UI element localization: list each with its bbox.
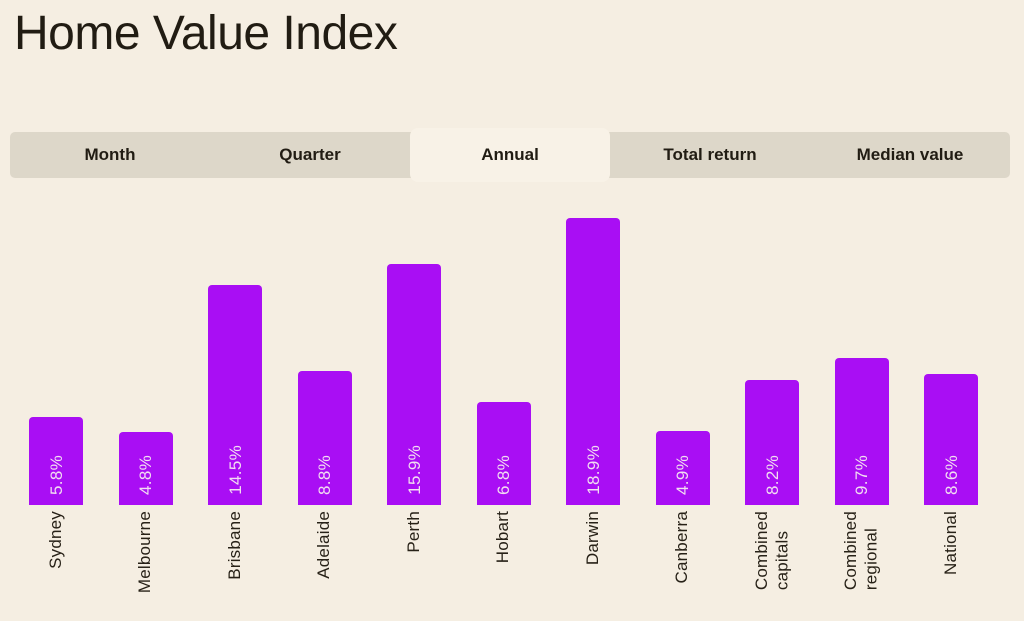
category-label: Darwin xyxy=(582,511,602,566)
tab-month[interactable]: Month xyxy=(10,132,210,178)
bar-value-label-wrap: 6.8% xyxy=(477,455,531,495)
bar-value-label: 8.2% xyxy=(762,455,782,495)
bar-value-label-wrap: 9.7% xyxy=(835,455,889,495)
bar-column: 14.5% xyxy=(208,285,262,505)
bar-value-label: 4.8% xyxy=(136,455,155,495)
category-label-cell: Adelaide xyxy=(298,511,352,621)
bar-value-label: 8.8% xyxy=(315,455,334,495)
bar-value-label: 18.9% xyxy=(583,445,603,495)
category-label-cell: Combined capitals xyxy=(745,511,799,621)
bar-value-label-wrap: 18.9% xyxy=(566,445,620,495)
category-label-cell: Hobart xyxy=(477,511,531,621)
tab-label: Month xyxy=(84,145,136,164)
category-label: Adelaide xyxy=(314,511,334,579)
tab-total-return[interactable]: Total return xyxy=(610,132,810,178)
tab-label: Total return xyxy=(663,145,757,164)
bar-value-label: 4.9% xyxy=(673,455,692,495)
bar: 15.9% xyxy=(387,264,441,505)
category-label: Combined regional xyxy=(841,511,881,591)
bar-chart: 5.8% 4.8% 14.5% 8.8% 15.9% 6.8% 18.9% 4.9% 8.2% 9… xyxy=(0,218,1024,621)
bar-column: 15.9% xyxy=(387,264,441,505)
bar-value-label-wrap: 8.2% xyxy=(745,455,799,495)
tab-label: Quarter xyxy=(279,145,341,164)
bar-column: 6.8% xyxy=(476,402,531,505)
bar: 8.8% xyxy=(297,371,352,505)
category-label-cell: Perth xyxy=(387,511,441,621)
bar-value-label-wrap: 8.6% xyxy=(924,455,978,495)
bar: 4.9% xyxy=(655,431,710,505)
page-title: Home Value Index xyxy=(14,7,398,60)
bar-column: 9.7% xyxy=(834,358,889,505)
category-label: Brisbane xyxy=(224,511,244,580)
bar: 5.8% xyxy=(29,417,83,505)
bar-value-label: 5.8% xyxy=(46,455,66,495)
category-label: Combined capitals xyxy=(751,511,791,591)
category-label: Melbourne xyxy=(135,511,155,594)
bar-value-label: 8.6% xyxy=(941,455,961,495)
bar-value-label-wrap: 15.9% xyxy=(387,445,441,495)
tab-label: Median value xyxy=(856,145,964,164)
category-label-cell: Darwin xyxy=(566,511,620,621)
category-label-cell: Combined regional xyxy=(835,511,889,621)
bar-value-label-wrap: 4.9% xyxy=(656,455,710,495)
bar-value-label-wrap: 8.8% xyxy=(298,455,352,495)
category-label: Hobart xyxy=(493,511,513,564)
tab-bar: Month Quarter Annual Total return Median val… xyxy=(10,128,1010,182)
category-label-cell: Canberra xyxy=(656,511,710,621)
bar-column: 8.6% xyxy=(924,374,978,505)
category-labels: Sydney Melbourne Brisbane Adelaide Perth Hoba… xyxy=(0,511,1024,621)
bar: 8.6% xyxy=(924,374,978,505)
bar-value-label-wrap: 5.8% xyxy=(29,455,83,495)
bar: 4.8% xyxy=(118,432,173,505)
bar-column: 5.8% xyxy=(29,417,83,505)
category-label-cell: Sydney xyxy=(29,511,83,621)
bar: 9.7% xyxy=(834,358,889,505)
bar-column: 8.8% xyxy=(297,371,352,505)
bar-value-label: 14.5% xyxy=(225,445,245,495)
bar: 6.8% xyxy=(476,402,531,505)
bar-value-label-wrap: 14.5% xyxy=(208,445,262,495)
category-label-cell: Brisbane xyxy=(208,511,262,621)
category-label: Canberra xyxy=(672,511,692,584)
bar-column: 4.8% xyxy=(118,432,173,505)
tab-quarter[interactable]: Quarter xyxy=(210,132,410,178)
bar-value-label: 15.9% xyxy=(404,445,424,495)
tab-label: Annual xyxy=(481,145,539,164)
tab-annual[interactable]: Annual xyxy=(410,128,610,182)
bar-column: 4.9% xyxy=(655,431,710,505)
bar-column: 18.9% xyxy=(566,218,620,505)
bar: 8.2% xyxy=(745,380,799,505)
bar-value-label-wrap: 4.8% xyxy=(119,455,173,495)
category-label-cell: National xyxy=(924,511,978,621)
bar: 14.5% xyxy=(208,285,262,505)
category-label-cell: Melbourne xyxy=(119,511,173,621)
category-label: Sydney xyxy=(45,511,65,569)
bar-value-label: 9.7% xyxy=(852,455,871,495)
category-label: National xyxy=(940,511,960,575)
category-label: Perth xyxy=(403,511,423,553)
tab-median-value[interactable]: Median value xyxy=(810,132,1010,178)
bar-column: 8.2% xyxy=(745,380,799,505)
bar: 18.9% xyxy=(566,218,620,505)
bar-value-label: 6.8% xyxy=(494,455,513,495)
bars: 5.8% 4.8% 14.5% 8.8% 15.9% 6.8% 18.9% 4.9% 8.2% 9… xyxy=(0,218,1024,505)
